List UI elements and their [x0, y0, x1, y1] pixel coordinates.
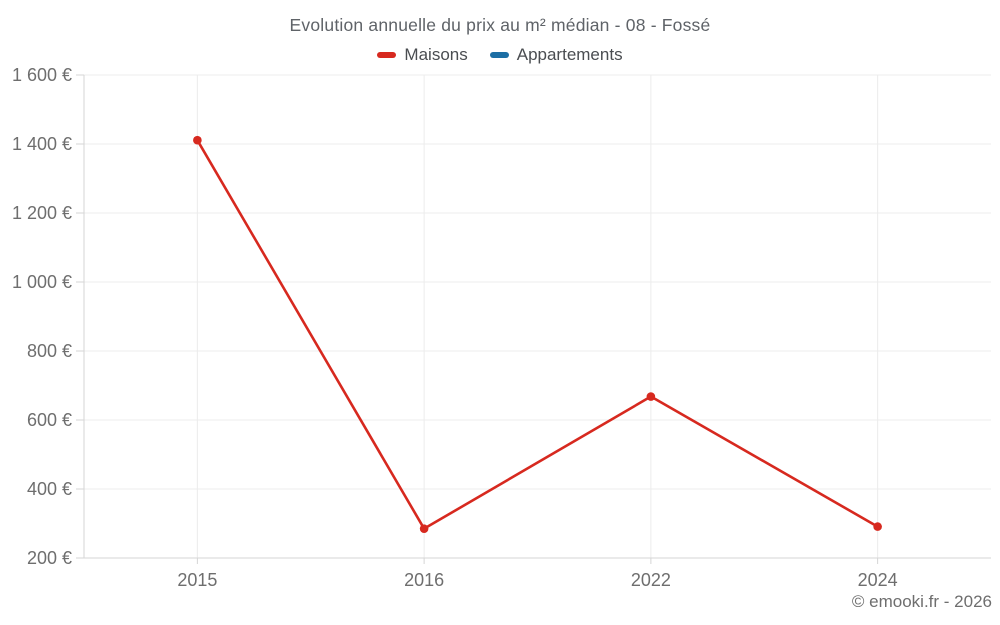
y-tick-label: 1 600 €: [12, 65, 72, 85]
series-line-maisons: [196, 138, 879, 530]
data-point-maisons-2024[interactable]: [873, 522, 882, 531]
y-tick-label: 600 €: [27, 410, 72, 430]
y-tick-label: 400 €: [27, 479, 72, 499]
data-point-maisons-2015[interactable]: [193, 135, 202, 145]
legend-label-maisons: Maisons: [404, 45, 468, 64]
y-tick-label: 200 €: [27, 548, 72, 568]
x-tick-label: 2015: [177, 570, 217, 590]
legend-item-appartements[interactable]: Appartements: [489, 45, 623, 65]
appartements-swatch-icon: [489, 52, 509, 58]
y-tick-label: 800 €: [27, 341, 72, 361]
data-point-maisons-2022[interactable]: [646, 392, 656, 401]
data-point-maisons-2016[interactable]: [419, 524, 429, 533]
x-tick-label: 2022: [631, 570, 671, 590]
x-tick-label: 2024: [858, 570, 898, 590]
maisons-swatch-icon: [377, 52, 397, 58]
x-tick-label: 2016: [404, 570, 444, 590]
chart-legend: Maisons Appartements: [0, 45, 1000, 65]
copyright-footer: © emooki.fr - 2026: [851, 592, 992, 611]
y-tick-label: 1 000 €: [12, 272, 72, 292]
y-tick-label: 1 200 €: [12, 203, 72, 223]
chart-title: Evolution annuelle du prix au m² médian …: [289, 15, 711, 35]
legend-item-maisons[interactable]: Maisons: [377, 45, 468, 65]
legend-label-appartements: Appartements: [516, 45, 623, 64]
y-tick-label: 1 400 €: [12, 134, 72, 154]
